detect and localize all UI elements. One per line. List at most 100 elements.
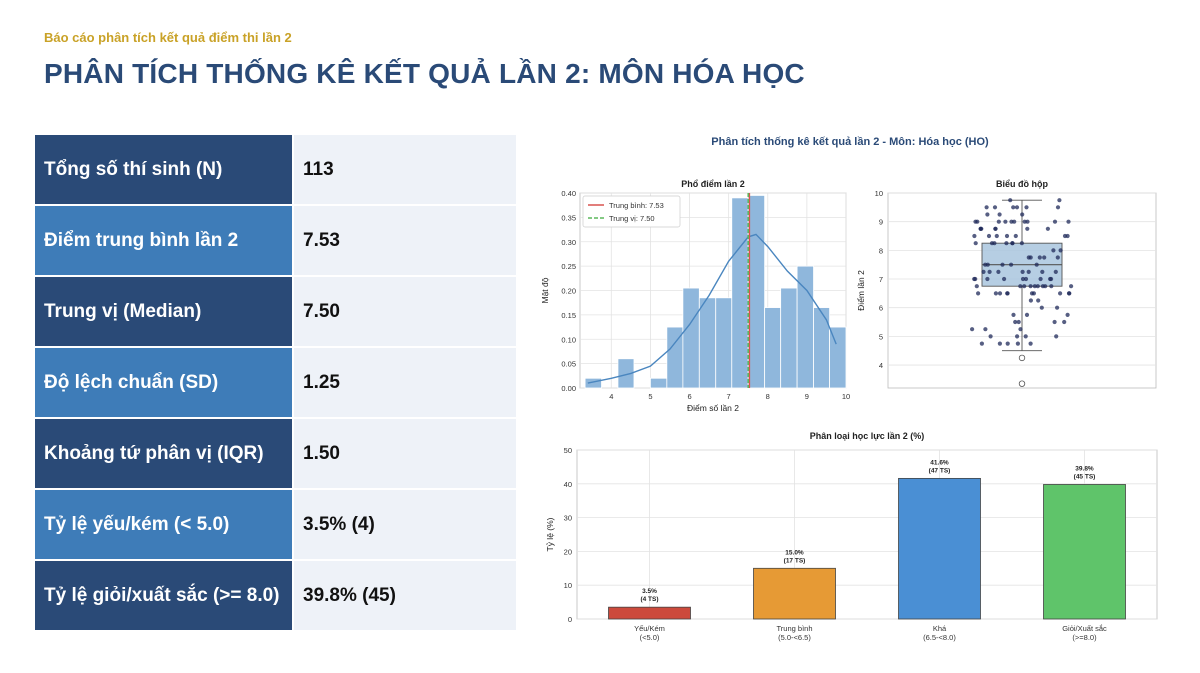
box-point xyxy=(1054,334,1059,339)
box-point xyxy=(1040,284,1045,289)
box-point xyxy=(1000,262,1005,267)
box-point xyxy=(1053,269,1058,274)
cat-ytick: 30 xyxy=(564,514,572,523)
stat-label: Khoảng tứ phân vị (IQR) xyxy=(35,419,292,488)
report-kicker: Báo cáo phân tích kết quả điểm thi lần 2 xyxy=(44,30,292,45)
box-point xyxy=(973,276,978,282)
cat-bar-count: (45 TS) xyxy=(1074,473,1096,480)
box-point xyxy=(1026,269,1031,274)
cat-bar xyxy=(753,567,836,620)
box-point xyxy=(981,269,986,274)
box-point xyxy=(1024,312,1030,317)
cat-xtick-range: (>=8.0) xyxy=(1072,633,1097,642)
cat-bar xyxy=(1043,484,1126,620)
cat-ytick: 40 xyxy=(564,480,572,489)
cat-xtick-range: (<5.0) xyxy=(640,633,660,642)
box-point xyxy=(1026,255,1031,260)
cat-xtick: Trung bình xyxy=(777,624,813,633)
box-point xyxy=(1028,341,1033,346)
box-point xyxy=(1020,269,1025,274)
box-ylabel: Điểm lần 2 xyxy=(856,270,866,311)
box-point xyxy=(1052,219,1058,224)
stat-value: 39.8% (45) xyxy=(294,561,516,630)
box-point xyxy=(1049,284,1054,289)
stat-label: Tổng số thí sinh (N) xyxy=(35,135,292,204)
hist-bar xyxy=(747,195,766,389)
stats-table: Tổng số thí sinh (N) 113 Điểm trung bình… xyxy=(35,135,516,632)
hist-xtick: 7 xyxy=(727,392,731,401)
cat-bar-label: 15.0% xyxy=(785,549,804,556)
box-point xyxy=(1042,255,1047,260)
hist-xtick: 9 xyxy=(805,392,809,401)
box-point xyxy=(1011,205,1016,210)
page-title: PHÂN TÍCH THỐNG KÊ KẾT QUẢ LẦN 2: MÔN HÓ… xyxy=(44,58,805,89)
box-point xyxy=(979,341,984,346)
cat-ylabel: Tỷ lệ (%) xyxy=(545,517,555,551)
box-point xyxy=(1004,233,1010,239)
hist-ytick: 0.30 xyxy=(561,238,576,247)
box-point xyxy=(1015,341,1020,346)
stat-value: 113 xyxy=(294,135,516,204)
hist-bar xyxy=(780,287,798,389)
hist-xlabel: Điểm số lần 2 xyxy=(687,403,739,413)
box-outlier xyxy=(1018,354,1026,362)
box-point xyxy=(985,276,990,282)
hist-bar xyxy=(698,297,717,389)
hist-bar xyxy=(617,358,635,389)
box-point xyxy=(1005,341,1010,346)
box-point xyxy=(1011,312,1016,317)
hist-bar xyxy=(650,377,668,389)
box-point xyxy=(1036,298,1041,303)
box-point xyxy=(987,269,992,274)
hist-title: Phổ điểm lần 2 xyxy=(681,179,745,189)
hist-legend-box xyxy=(582,195,681,228)
hist-bar xyxy=(764,307,782,389)
hist-ytick: 0.25 xyxy=(561,262,576,271)
stat-value: 1.50 xyxy=(294,419,516,488)
box-ytick: 7 xyxy=(879,275,883,284)
box-point xyxy=(1020,212,1025,217)
box-ytick: 6 xyxy=(879,304,883,313)
box-point xyxy=(983,327,988,332)
cat-ytick: 0 xyxy=(568,615,572,624)
box-point xyxy=(1038,276,1043,282)
box-point xyxy=(976,291,981,296)
stat-value: 1.25 xyxy=(294,348,516,417)
hist-ytick: 0.05 xyxy=(561,360,576,369)
box-point xyxy=(1051,248,1056,253)
box-point xyxy=(1067,291,1072,296)
box-point xyxy=(1013,233,1018,239)
hist-bar xyxy=(584,377,602,389)
stat-row-median: Trung vị (Median) 7.50 xyxy=(35,277,516,346)
box-point xyxy=(992,205,998,210)
box-ytick: 10 xyxy=(875,189,883,198)
hist-ytick: 0.10 xyxy=(561,335,576,344)
hist-bar xyxy=(731,197,749,389)
box-point xyxy=(1014,205,1020,210)
box-point xyxy=(1024,205,1029,210)
box-point xyxy=(1045,226,1050,231)
box-point xyxy=(1052,319,1057,325)
box-point xyxy=(996,269,1001,274)
box-point xyxy=(993,291,998,296)
analysis-figure: Phân tích thống kê kết quả lần 2 - Môn: … xyxy=(540,136,1158,642)
classification-bar-chart: Phân loại học lực lần 2 (%) 0 10 20 30 40 50 Tỷ… xyxy=(545,431,1158,642)
box-point xyxy=(994,233,999,239)
box-point xyxy=(973,241,978,246)
stat-row-sd: Độ lệch chuẩn (SD) 1.25 xyxy=(35,348,516,417)
cat-xtick-range: (6.5-<8.0) xyxy=(923,633,956,642)
hist-bar xyxy=(829,326,847,389)
hist-xtick: 6 xyxy=(687,392,691,401)
histogram-chart: Phổ điểm lần 2 0.00 0.05 0.10 0.15 0.20 0.25 0.… xyxy=(540,179,850,413)
hist-xtick: 8 xyxy=(766,392,770,401)
box-point xyxy=(1023,276,1029,282)
stat-value: 7.53 xyxy=(294,206,516,275)
box-point xyxy=(985,212,990,217)
box-point xyxy=(1023,334,1028,339)
box-point xyxy=(989,241,995,246)
stat-row-excellent: Tỷ lệ giỏi/xuất sắc (>= 8.0) 39.8% (45) xyxy=(35,561,516,630)
hist-xtick: 5 xyxy=(648,392,652,401)
cat-bar-label: 3.5% xyxy=(642,588,657,595)
box-point xyxy=(1002,276,1007,282)
box-point xyxy=(974,284,979,289)
